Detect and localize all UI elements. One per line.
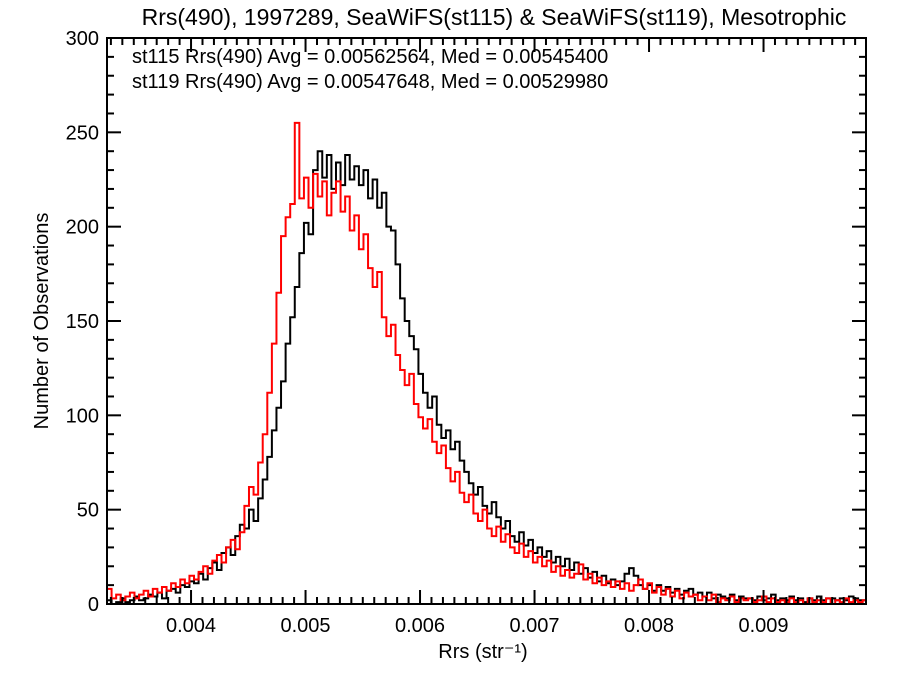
legend-st119: st119 Rrs(490) Avg = 0.00547648, Med = 0… <box>132 71 608 93</box>
y-tick-label: 50 <box>77 500 99 522</box>
x-tick-label: 0.009 <box>738 615 788 637</box>
y-tick-label: 200 <box>66 217 99 239</box>
x-tick-label: 0.006 <box>395 615 445 637</box>
x-tick-label: 0.005 <box>281 615 331 637</box>
y-tick-label: 0 <box>88 594 99 616</box>
x-tick-label: 0.007 <box>509 615 559 637</box>
legend-st115: st115 Rrs(490) Avg = 0.00562564, Med = 0… <box>132 46 608 68</box>
y-tick-label: 100 <box>66 405 99 427</box>
y-axis-label: Number of Observations <box>31 213 53 430</box>
plot-area: 0.004 0.005 0.006 0.007 0.008 0.009 0 50 100 150 2… <box>66 28 867 637</box>
y-tick-label: 250 <box>66 122 99 144</box>
histogram-st115 <box>107 150 866 604</box>
histogram-st119 <box>107 121 866 604</box>
x-axis-label: Rrs (str⁻¹) <box>438 641 527 663</box>
y-tick-label: 300 <box>66 28 99 50</box>
chart-title: Rrs(490), 1997289, SeaWiFS(st115) & SeaW… <box>142 4 847 30</box>
y-tick-label: 150 <box>66 311 99 333</box>
x-tick-label: 0.004 <box>166 615 216 637</box>
x-tick-label: 0.008 <box>624 615 674 637</box>
